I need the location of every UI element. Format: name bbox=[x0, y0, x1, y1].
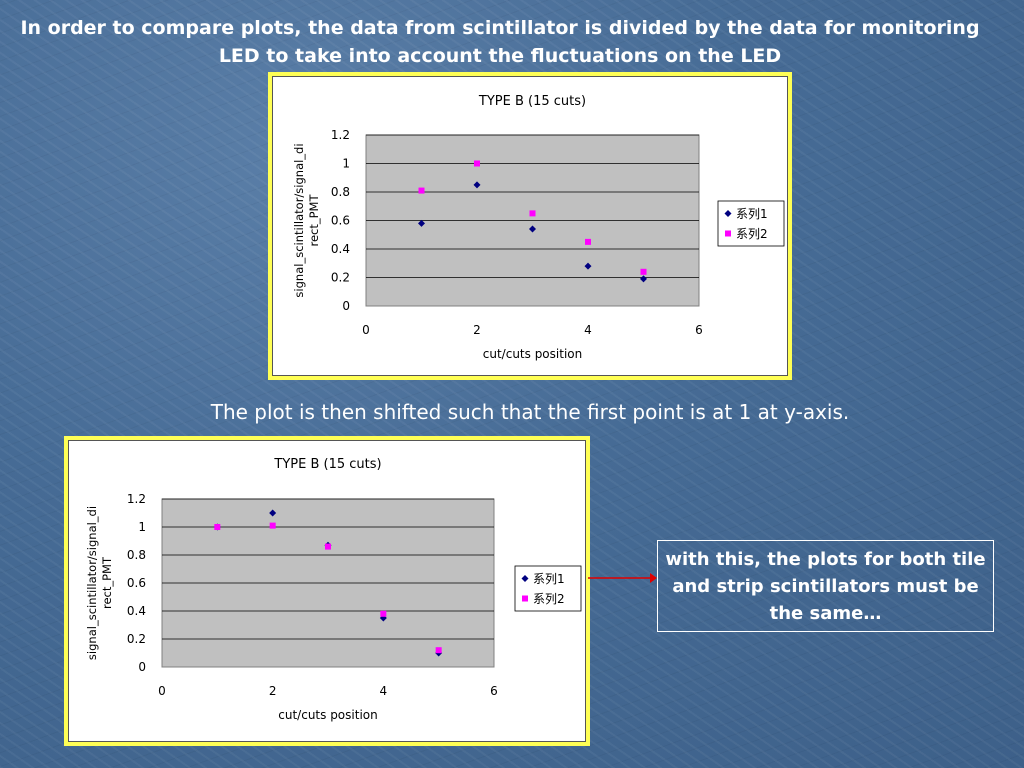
chart-1-series2-point bbox=[640, 268, 647, 275]
chart-1-series1-point bbox=[640, 275, 647, 283]
chart-2-ytick-label: 1.2 bbox=[127, 492, 146, 506]
chart-2-series2-point bbox=[214, 524, 221, 530]
chart-2-title: TYPE B (15 cuts) bbox=[273, 457, 381, 472]
chart-2-ytick-label: 0.2 bbox=[127, 632, 146, 646]
chart-1-legend-marker bbox=[725, 230, 731, 237]
arrow-connector bbox=[588, 573, 657, 583]
chart-1-ytick-label: 0.6 bbox=[331, 214, 350, 228]
chart-1-series2-point bbox=[585, 238, 591, 245]
slide-subtitle: The plot is then shifted such that the f… bbox=[210, 400, 850, 424]
chart-1-xtick-label: 6 bbox=[695, 323, 703, 337]
chart-1-series1-point bbox=[473, 181, 481, 189]
chart-2-legend bbox=[514, 565, 582, 612]
chart-1-series1-point bbox=[529, 225, 536, 233]
chart-1-series1-point bbox=[584, 262, 592, 270]
chart-2-xtick-label: 6 bbox=[490, 684, 498, 698]
chart-2-ytick-label: 0.4 bbox=[127, 604, 146, 618]
chart-1-legend-marker bbox=[724, 210, 732, 217]
chart-2-xtick-label: 2 bbox=[269, 684, 277, 698]
chart-1-ytick-label: 0.8 bbox=[331, 185, 350, 199]
chart-2-ytick-label: 0.8 bbox=[127, 548, 146, 562]
chart-1-xtick-label: 4 bbox=[584, 323, 592, 337]
chart-1-legend-label: 系列1 bbox=[736, 207, 768, 221]
chart-2-xtick-label: 0 bbox=[158, 684, 166, 698]
chart-2-legend-marker bbox=[522, 595, 528, 602]
chart-1-ylabel-line: signal_scintillator/signal_di bbox=[292, 143, 306, 297]
chart-2-series1-point bbox=[269, 509, 277, 517]
chart-2-legend-marker bbox=[521, 575, 529, 582]
chart-2-ytick-label: 1 bbox=[138, 520, 146, 534]
chart-1: TYPE B (15 cuts) 0 0.2 0.4 0.6 0.8 1 1.2 0 2 4 6 cut… bbox=[292, 94, 785, 361]
chart-2-legend-label: 系列2 bbox=[533, 592, 565, 606]
chart-1-series2-point bbox=[474, 160, 480, 167]
chart-1-ytick-label: 1.2 bbox=[331, 128, 350, 142]
chart-1-frame: TYPE B (15 cuts) 0 0.2 0.4 0.6 0.8 1 1.2 0 2 4 6 cut… bbox=[268, 72, 792, 380]
chart-2-series2-point bbox=[380, 610, 387, 617]
chart-1-ytick-label: 0.2 bbox=[331, 271, 350, 285]
chart-1-xtick-label: 2 bbox=[473, 323, 481, 337]
chart-1-xtick-label: 0 bbox=[362, 323, 370, 337]
chart-1-series2-point bbox=[529, 210, 536, 217]
chart-1-ytick-label: 0.4 bbox=[331, 242, 350, 256]
chart-1-legend bbox=[717, 200, 785, 247]
chart-2-series2-point bbox=[269, 522, 276, 529]
chart-2-series2-point bbox=[435, 647, 442, 654]
chart-2-ylabel-line: signal_scintillator/signal_di bbox=[85, 506, 99, 660]
chart-1-ylabel-line: rect_PMT bbox=[307, 194, 321, 247]
chart-1-ylabel: signal_scintillator/signal_direct_PMT bbox=[292, 143, 321, 297]
chart-1-series2-point bbox=[418, 187, 425, 194]
slide-headline: In order to compare plots, the data from… bbox=[20, 17, 980, 67]
chart-2-xlabel: cut/cuts position bbox=[278, 708, 377, 722]
chart-2-xtick-label: 4 bbox=[380, 684, 388, 698]
chart-1-legend-label: 系列2 bbox=[736, 227, 768, 241]
note-box: with this, the plots for both tile and s… bbox=[657, 540, 994, 632]
chart-2-frame: TYPE B (15 cuts) 0 0.2 0.4 0.6 0.8 1 1.2 0 2 4 6 cut… bbox=[64, 436, 590, 746]
chart-1-xlabel: cut/cuts position bbox=[483, 347, 582, 361]
chart-2: TYPE B (15 cuts) 0 0.2 0.4 0.6 0.8 1 1.2 0 2 4 6 cut… bbox=[85, 457, 582, 722]
chart-1-ytick-label: 1 bbox=[342, 157, 350, 171]
chart-2-legend-label: 系列1 bbox=[533, 572, 565, 586]
chart-2-ylabel-line: rect_PMT bbox=[100, 556, 114, 609]
chart-1-ytick-label: 0 bbox=[342, 299, 350, 313]
chart-2-ytick-label: 0 bbox=[138, 660, 146, 674]
chart-1-title: TYPE B (15 cuts) bbox=[478, 94, 586, 109]
chart-2-series2-point bbox=[325, 543, 331, 550]
chart-1-series1-point bbox=[418, 219, 425, 227]
chart-2-ytick-label: 0.6 bbox=[127, 576, 146, 590]
chart-2-ylabel: signal_scintillator/signal_direct_PMT bbox=[85, 506, 114, 660]
